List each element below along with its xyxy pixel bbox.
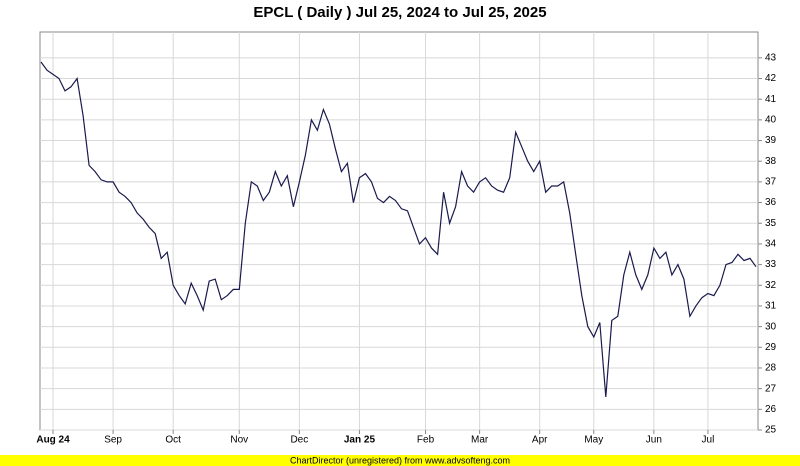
y-tick-label: 36 — [765, 197, 777, 208]
y-tick-label: 32 — [765, 280, 777, 291]
x-tick-label: Jan 25 — [344, 435, 376, 446]
y-tick-label: 35 — [765, 218, 777, 229]
x-tick-label: Feb — [417, 435, 435, 446]
y-tick-label: 43 — [765, 52, 777, 63]
y-tick-label: 39 — [765, 135, 777, 146]
chart-title: EPCL ( Daily ) Jul 25, 2024 to Jul 25, 2… — [253, 4, 546, 21]
x-tick-label: Dec — [290, 435, 308, 446]
y-tick-label: 31 — [765, 301, 777, 312]
y-tick-label: 27 — [765, 383, 777, 394]
x-tick-label: Oct — [165, 435, 181, 446]
y-tick-label: 34 — [765, 239, 777, 250]
x-tick-label: Mar — [471, 435, 489, 446]
y-tick-label: 26 — [765, 404, 777, 415]
y-tick-label: 38 — [765, 156, 777, 167]
y-tick-label: 28 — [765, 363, 777, 374]
x-tick-label: Sep — [104, 435, 122, 446]
x-tick-label: Aug 24 — [36, 435, 70, 446]
x-tick-label: Apr — [532, 435, 548, 446]
footer: ChartDirector (unregistered) from www.ad… — [290, 455, 510, 465]
plot-area — [39, 31, 759, 431]
x-tick-label: Nov — [230, 435, 248, 446]
y-tick-label: 33 — [765, 259, 777, 270]
y-tick-label: 37 — [765, 177, 777, 188]
y-tick-label: 25 — [765, 425, 777, 436]
y-tick-label: 42 — [765, 73, 777, 84]
y-tick-label: 29 — [765, 342, 777, 353]
x-tick-label: Jun — [646, 435, 662, 446]
y-tick-label: 30 — [765, 321, 777, 332]
price-line — [40, 61, 757, 397]
y-tick-label: 41 — [765, 94, 777, 105]
footer-band — [0, 455, 800, 466]
x-tick-label: Jul — [702, 435, 715, 446]
x-tick-label: May — [584, 435, 603, 446]
y-tick-label: 40 — [765, 115, 777, 126]
